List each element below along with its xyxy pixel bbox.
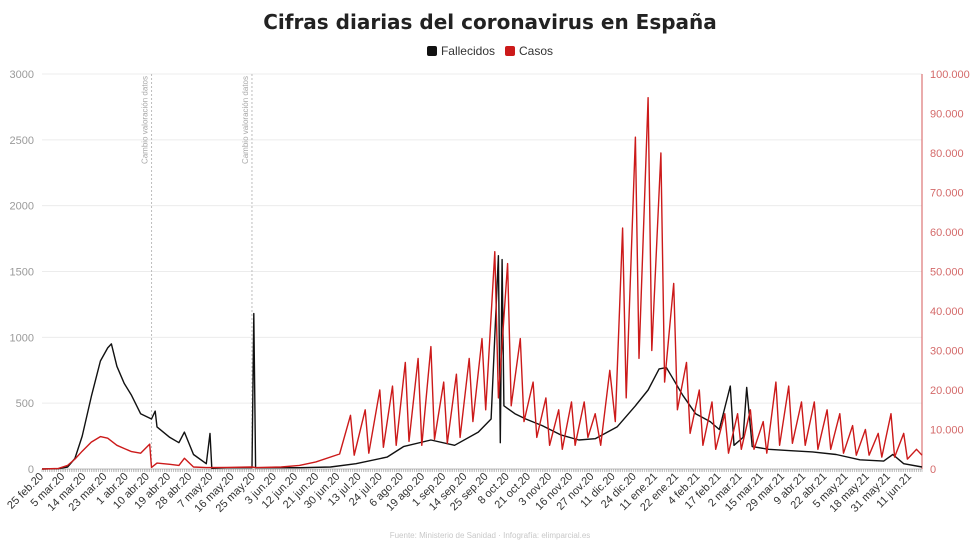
y-left-tick-label: 0 (28, 464, 34, 476)
y-left-tick-label: 3000 (10, 69, 34, 81)
y-right-tick-label: 20.000 (930, 385, 964, 397)
y-right-tick-label: 70.000 (930, 188, 964, 200)
y-right-tick-label: 90.000 (930, 109, 964, 121)
annotation-label: Cambio valoración datos (241, 76, 250, 164)
y-right-tick-label: 30.000 (930, 346, 964, 358)
legend: Fallecidos Casos (0, 44, 980, 58)
y-left-tick-label: 2500 (10, 135, 34, 147)
y-right-tick-label: 50.000 (930, 267, 964, 279)
y-left-tick-label: 1500 (10, 267, 34, 279)
legend-item-fallecidos: Fallecidos (426, 44, 495, 58)
y-right-tick-label: 10.000 (930, 425, 964, 437)
y-left-tick-label: 500 (16, 398, 34, 410)
legend-label-casos: Casos (519, 44, 554, 58)
legend-label-fallecidos: Fallecidos (440, 44, 495, 58)
legend-swatch-fallecidos (426, 46, 437, 56)
legend-item-casos: Casos (505, 44, 553, 58)
y-right-tick-label: 60.000 (930, 227, 964, 239)
y-right-tick-label: 0 (930, 464, 936, 476)
annotation-label: Cambio valoración datos (141, 76, 150, 164)
y-left-tick-label: 1000 (10, 332, 34, 344)
y-right-tick-label: 40.000 (930, 306, 964, 318)
source-note: Fuente: Ministerio de Sanidad · Infograf… (389, 531, 591, 540)
series-line-casos (41, 97, 923, 470)
y-right-tick-label: 80.000 (930, 148, 964, 160)
series-line-fallecidos (41, 255, 923, 470)
y-left-tick-label: 2000 (10, 201, 34, 213)
chart-title: Cifras diarias del coronavirus en España (263, 10, 717, 34)
y-right-tick-label: 100.000 (930, 69, 970, 81)
legend-swatch-casos (505, 46, 515, 56)
